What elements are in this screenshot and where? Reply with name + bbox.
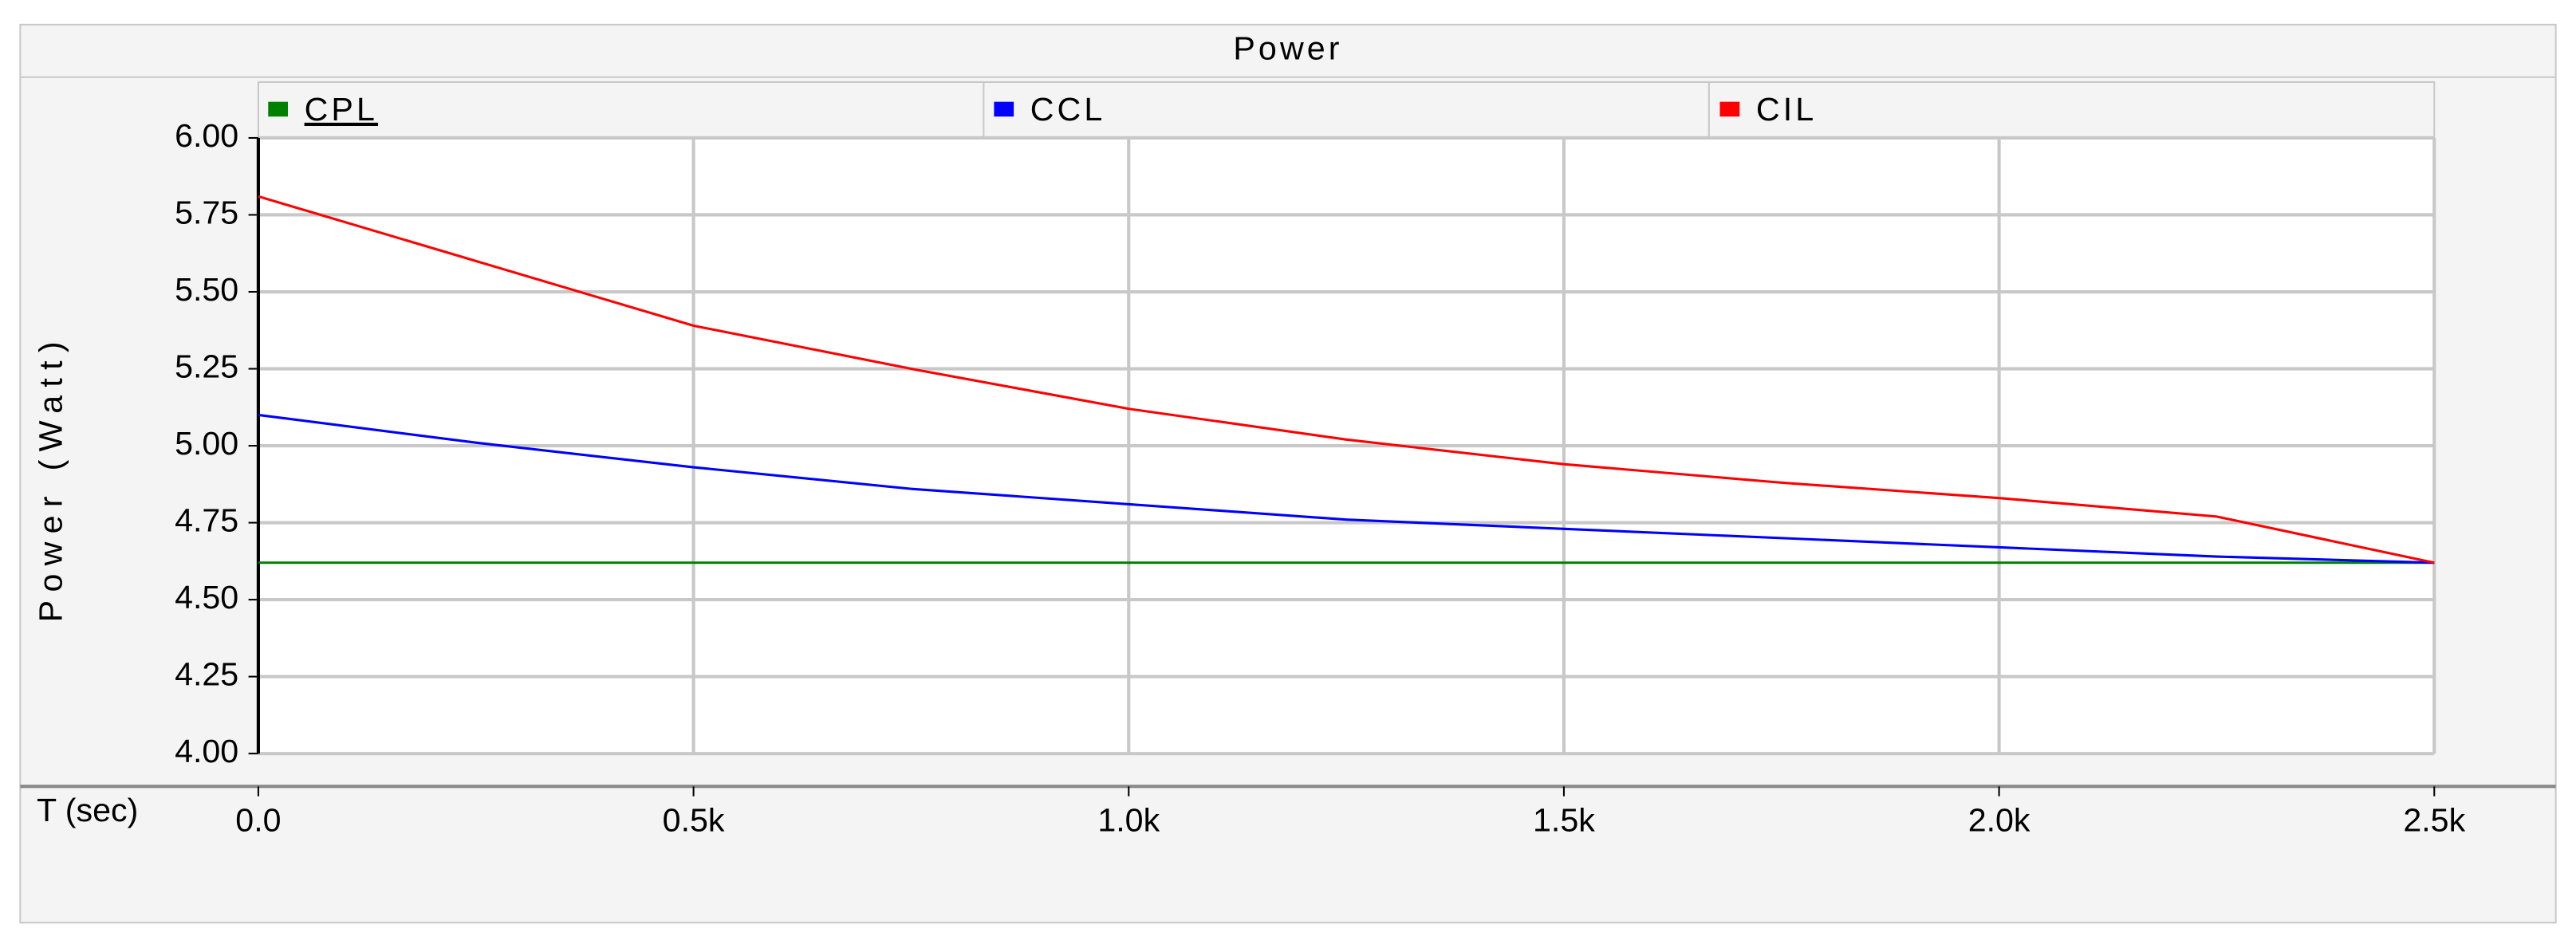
- y-axis-label: Power (Watt): [32, 333, 69, 622]
- y-tick-label: 6.00: [175, 117, 238, 154]
- x-tick-label: 0.0: [235, 801, 281, 838]
- y-tick-label: 4.50: [175, 579, 238, 616]
- series-line: [258, 195, 2435, 564]
- x-tick-label: 2.0k: [1968, 801, 2030, 838]
- x-tick-label: 1.5k: [1533, 801, 1595, 838]
- legend-label: CIL: [1756, 91, 1817, 128]
- x-tick-label: 1.0k: [1097, 801, 1160, 838]
- y-tick-label: 5.75: [175, 194, 238, 230]
- legend-swatch: [1719, 101, 1740, 117]
- x-axis-label: T (sec): [37, 792, 138, 828]
- y-tick-label: 4.75: [175, 502, 238, 538]
- chart-title: Power: [1233, 30, 1342, 67]
- x-tick-label: 2.5k: [2403, 801, 2465, 838]
- legend-swatch: [994, 101, 1014, 117]
- y-tick-label: 5.50: [175, 271, 238, 308]
- y-tick-label: 5.00: [175, 425, 238, 462]
- legend: [257, 81, 2436, 139]
- x-tick-label: 0.5k: [663, 801, 725, 838]
- y-tick-label: 4.00: [175, 733, 238, 769]
- legend-label: CCL: [1030, 91, 1106, 128]
- y-tick-label: 4.25: [175, 655, 238, 692]
- legend-swatch: [268, 101, 288, 117]
- series-line: [258, 413, 2435, 564]
- legend-label: CPL: [305, 91, 378, 128]
- y-tick-label: 5.25: [175, 348, 238, 384]
